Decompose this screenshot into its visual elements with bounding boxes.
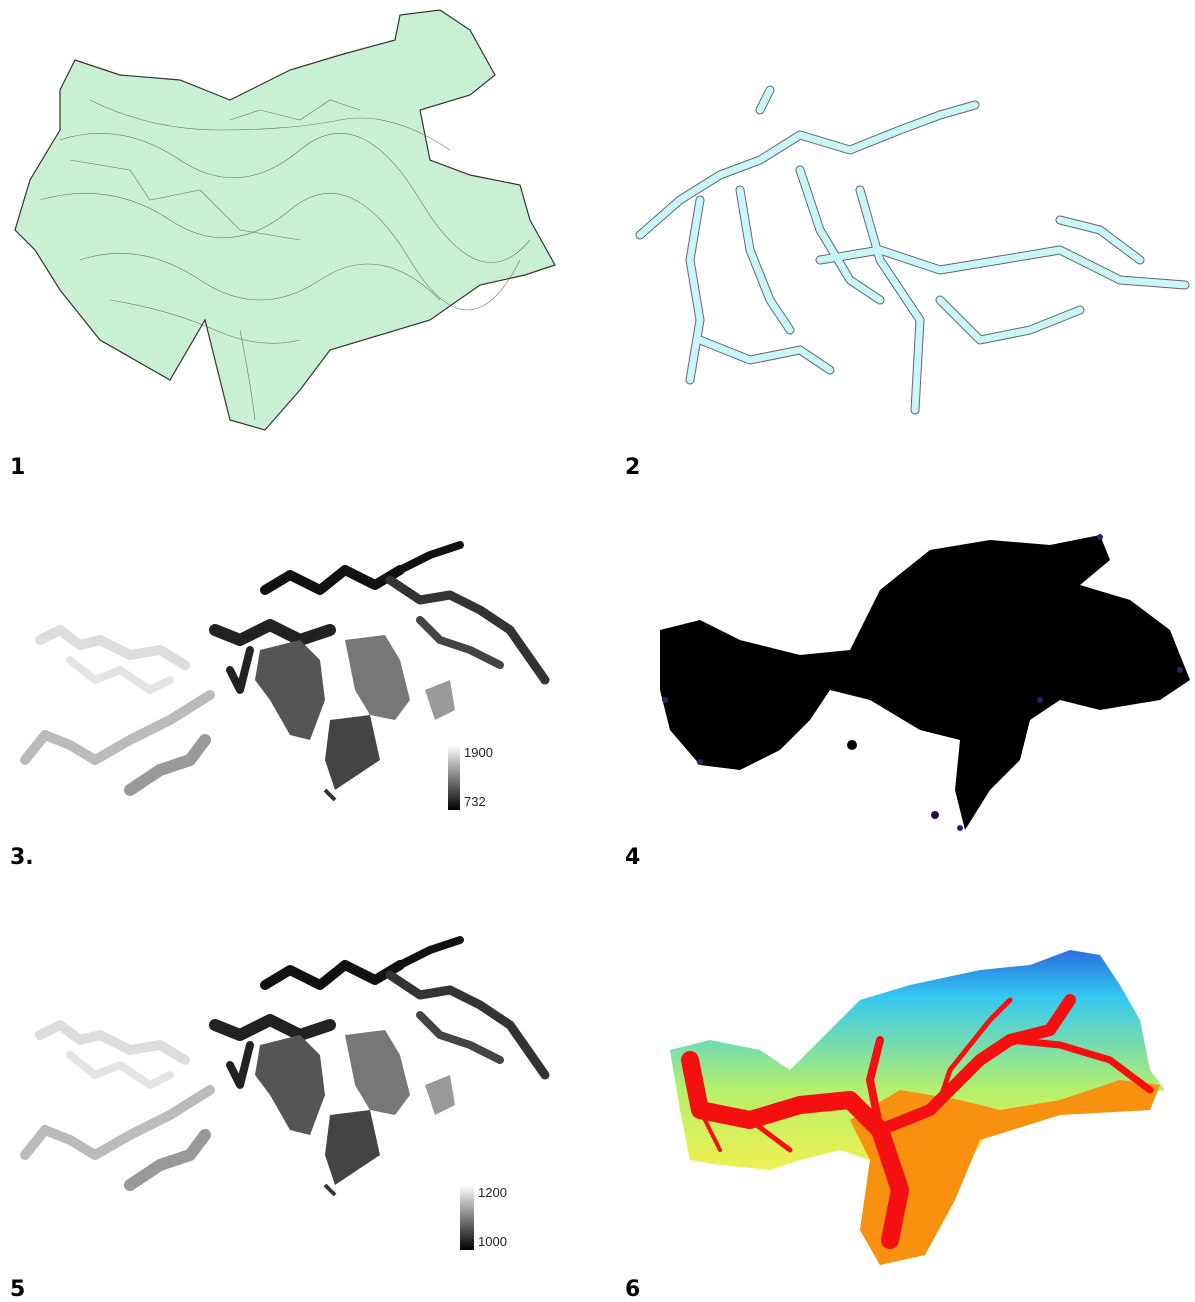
- panel-label: 4: [625, 845, 640, 870]
- panel-label: 3.: [10, 845, 34, 870]
- panel-label: 2: [625, 455, 640, 480]
- legend-max: 1200: [478, 1185, 507, 1200]
- legend-ramp: [448, 745, 460, 810]
- figure-canvas: 1: [0, 0, 1195, 1302]
- map-panel-4: 4: [625, 534, 1190, 870]
- panel-label: 6: [625, 1277, 640, 1302]
- map-panel-5: 1200 1000 5: [10, 940, 545, 1302]
- map-panel-6: 6: [625, 950, 1165, 1302]
- legend-ramp: [460, 1185, 474, 1250]
- map-panel-3: 1900 732 3.: [10, 545, 545, 870]
- panel-label: 5: [10, 1277, 25, 1302]
- legend-min: 732: [464, 794, 486, 809]
- map-panel-1: 1: [10, 10, 555, 480]
- figure: 1: [0, 0, 1195, 1302]
- legend-max: 1900: [464, 745, 493, 760]
- panel-label: 1: [10, 455, 25, 480]
- legend-min: 1000: [478, 1234, 507, 1249]
- map-panel-2: 2: [625, 90, 1185, 480]
